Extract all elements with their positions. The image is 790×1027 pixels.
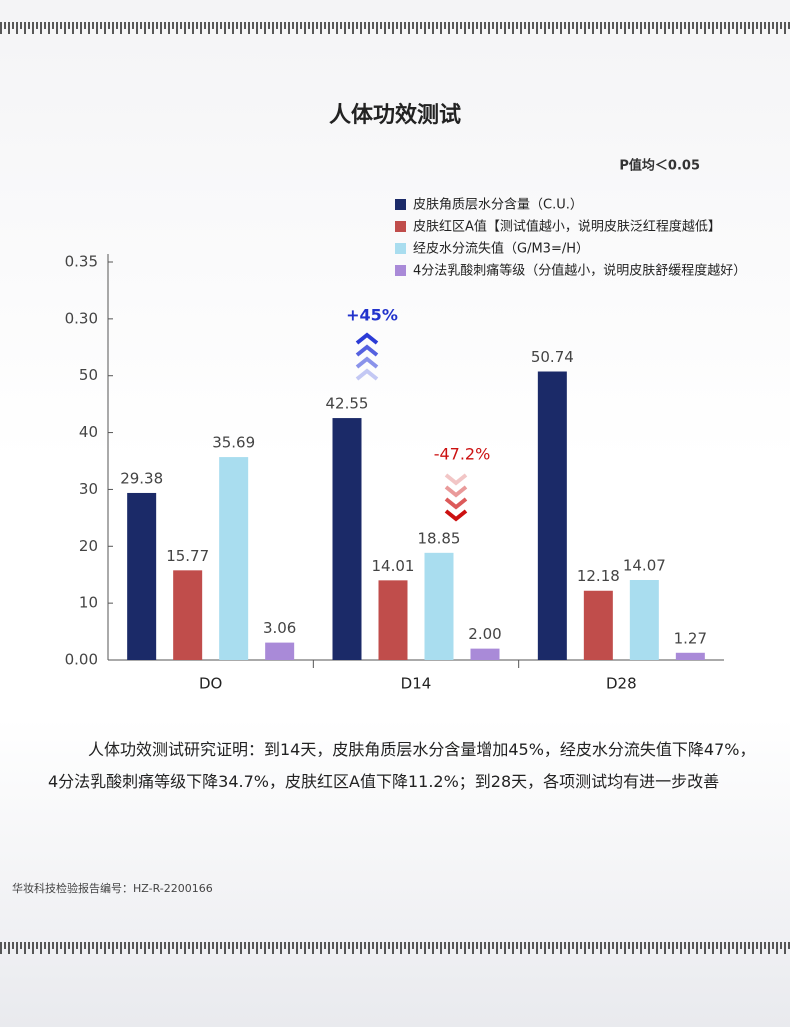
x-tick-label: D28 [606, 675, 637, 693]
y-tick-label: 0.35 [65, 253, 98, 271]
y-tick-label: 40 [79, 423, 98, 441]
annotation: +45% [346, 306, 398, 325]
bar [537, 371, 567, 660]
bar [675, 652, 705, 660]
value-label: 12.18 [577, 567, 620, 585]
value-label: 14.01 [372, 557, 415, 575]
value-label: 2.00 [468, 625, 501, 643]
legend-label: 皮肤红区A值【测试值越小，说明皮肤泛红程度越低】 [413, 219, 721, 235]
bar [219, 457, 249, 660]
footnote: 华妆科技检验报告编号：HZ-R-2200166 [12, 882, 213, 895]
y-tick-label: 0.00 [65, 651, 98, 669]
value-label: 29.38 [120, 469, 163, 487]
legend-swatch [395, 265, 406, 276]
legend-label: 经皮水分流失值（G/M3=/H） [413, 241, 589, 257]
bar [173, 570, 203, 660]
bar [470, 648, 500, 660]
subtitle: P值均＜0.05 [619, 158, 700, 174]
legend-swatch [395, 199, 406, 210]
ruler-top [0, 18, 790, 38]
description: 人体功效测试研究证明：到14天，皮肤角质层水分含量增加45%，经皮水分流失值下降… [48, 740, 756, 791]
bar [424, 552, 454, 660]
bar [583, 590, 613, 660]
y-tick-label: 0.30 [65, 309, 98, 327]
value-label: 14.07 [623, 557, 666, 575]
x-tick-label: D14 [401, 675, 432, 693]
down-arrows [444, 473, 468, 522]
y-tick-label: 50 [79, 366, 98, 384]
chart-title: 人体功效测试 [329, 102, 461, 128]
value-label: 35.69 [212, 434, 255, 452]
bar [332, 418, 362, 660]
legend-label: 皮肤角质层水分含量（C.U.） [413, 197, 583, 213]
y-tick-label: 30 [79, 480, 98, 498]
value-label: 3.06 [263, 619, 296, 637]
value-label: 50.74 [531, 348, 574, 366]
bar [265, 642, 295, 660]
legend-swatch [395, 243, 406, 254]
y-tick-label: 10 [79, 594, 98, 612]
value-label: 15.77 [166, 547, 209, 565]
annotation: -47.2% [434, 445, 491, 464]
value-label: 42.55 [326, 395, 369, 413]
legend-swatch [395, 221, 406, 232]
bar [378, 580, 408, 660]
bar [629, 580, 659, 660]
value-label: 1.27 [674, 629, 707, 647]
value-label: 18.85 [418, 529, 461, 547]
up-arrows [355, 332, 379, 381]
x-tick-label: DO [199, 675, 222, 693]
legend-label: 4分法乳酸刺痛等级（分值越小，说明皮肤舒缓程度越好） [413, 263, 746, 279]
bar [127, 492, 157, 660]
y-tick-label: 20 [79, 537, 98, 555]
ruler-bottom [0, 938, 790, 958]
